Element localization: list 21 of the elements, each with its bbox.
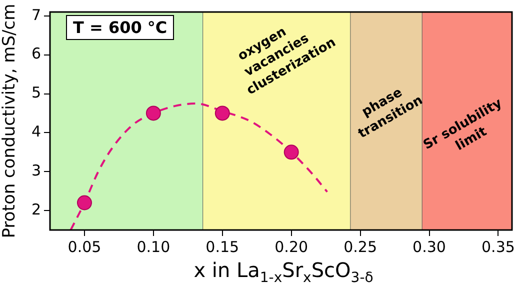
annotation: T = 600 °C <box>66 15 174 40</box>
y-tick-label: 7 <box>31 6 41 24</box>
x-tick-label: 0.15 <box>206 238 240 256</box>
y-tick-label: 2 <box>31 200 41 218</box>
y-tick-label: 5 <box>31 84 41 102</box>
x-tick-label: 0.25 <box>344 238 377 256</box>
x-tick-label: 0.05 <box>68 238 102 256</box>
line-series <box>70 102 328 230</box>
point <box>284 144 299 160</box>
y-tick-label: 6 <box>31 44 41 63</box>
x-axis-title: x in La$_{1-x}$Sr$_{x}$ScO$_{3-δ}$ <box>192 258 374 286</box>
y-tick-label: 3 <box>31 162 41 180</box>
x-tick-label: 0.30 <box>412 238 446 256</box>
point <box>214 106 230 121</box>
x-tick-label: 0.10 <box>136 238 170 256</box>
point <box>146 106 161 121</box>
x-tick-label: 0.20 <box>274 238 308 256</box>
y-axis-title: Proton conductivity, mS/cm <box>0 4 20 238</box>
x-tick-label: 0.35 <box>482 238 515 256</box>
y-tick-label: 4 <box>31 122 41 141</box>
point <box>76 195 92 210</box>
